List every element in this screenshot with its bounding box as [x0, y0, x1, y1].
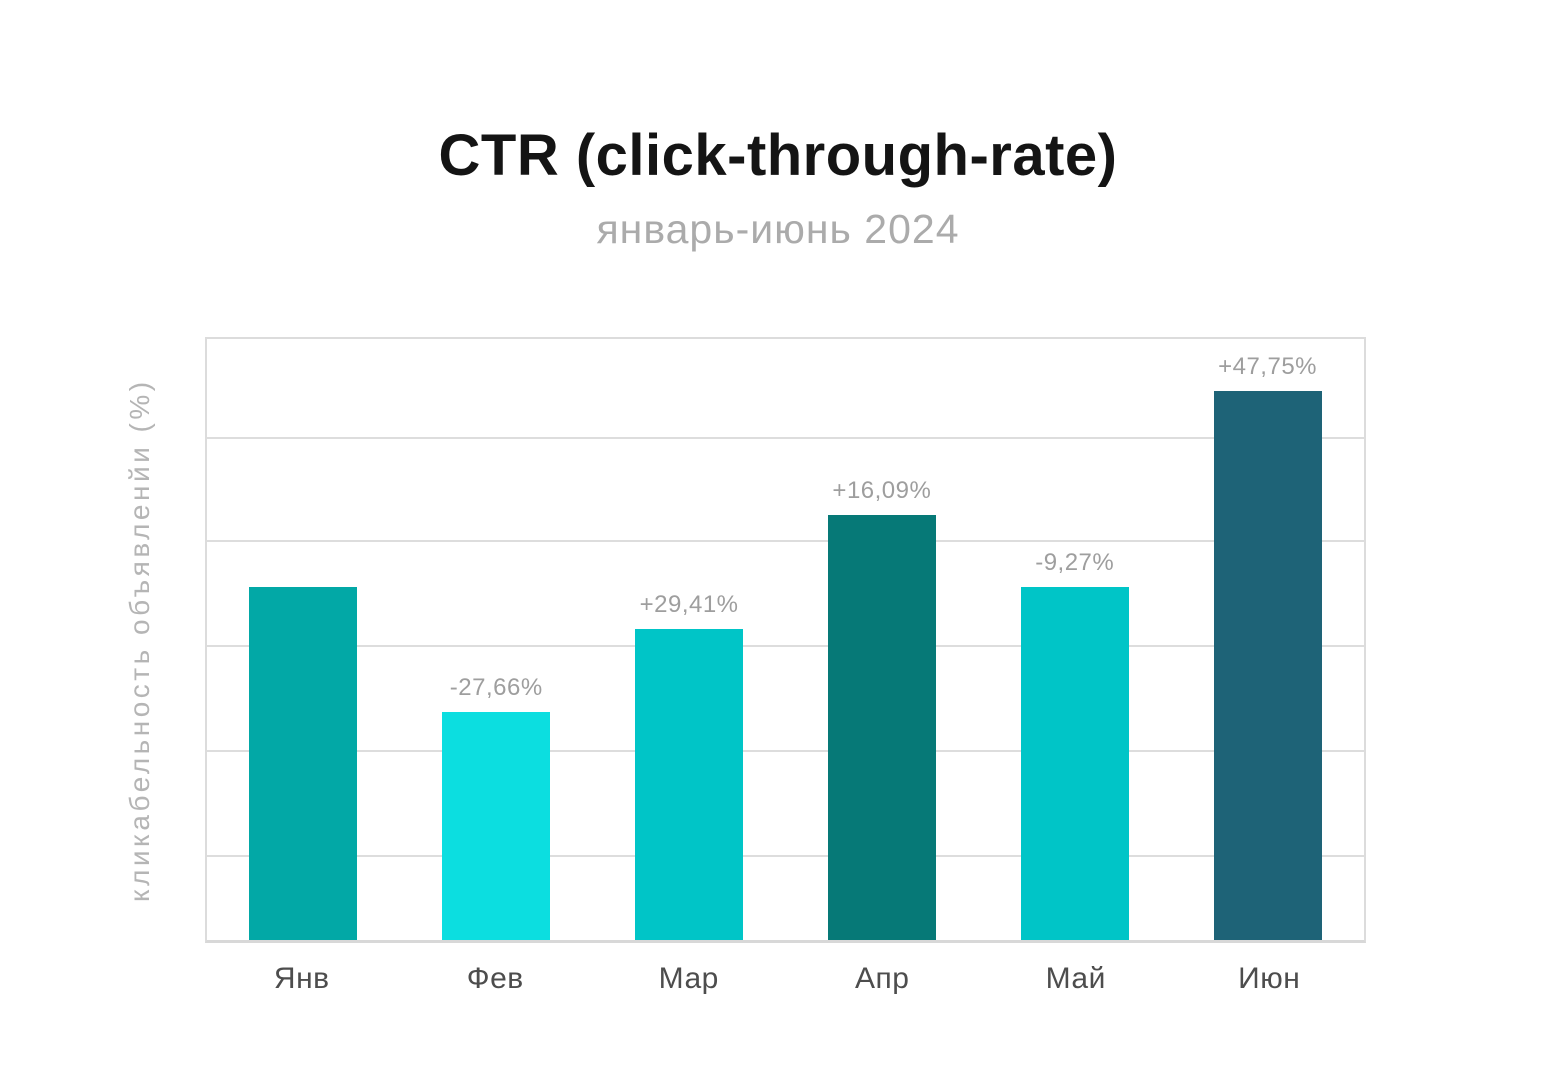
bar: -9,27%	[1020, 549, 1129, 940]
y-axis-label: кликабельность объявленйи (%)	[124, 378, 155, 902]
bar-slot: -27,66%	[400, 339, 593, 940]
bar: +47,75%	[1213, 353, 1322, 940]
bar-slot	[207, 339, 400, 940]
bar-slot: +47,75%	[1171, 339, 1364, 940]
x-tick-label: Фев	[466, 962, 524, 995]
gridline	[207, 855, 1364, 858]
bar: +29,41%	[635, 591, 744, 940]
bar-value-label: -9,27%	[1035, 549, 1115, 577]
bar: -27,66%	[442, 674, 551, 940]
bar-value-label: +29,41%	[639, 591, 739, 619]
gridline	[207, 436, 1364, 439]
bar-slot: +16,09%	[785, 339, 978, 940]
bar-slot: +29,41%	[593, 339, 786, 940]
gridline	[207, 539, 1364, 542]
bar-value-label: +16,09%	[832, 476, 932, 504]
bar	[249, 587, 358, 940]
bars-container: -27,66% +29,41% +16,09% -9,27% +47,75%	[207, 339, 1364, 940]
x-tick-label: Июн	[1238, 962, 1301, 995]
bar-slot: -9,27%	[978, 339, 1171, 940]
gridline	[207, 750, 1364, 753]
plot-area: -27,66% +29,41% +16,09% -9,27% +47,75%	[205, 337, 1366, 943]
x-tick-label: Мар	[658, 962, 719, 995]
bar-value-label: -27,66%	[449, 673, 543, 701]
chart-subtitle: январь-июнь 2024	[596, 206, 960, 252]
bar-value-label: +47,75%	[1218, 353, 1318, 381]
chart-title: CTR (click-through-rate)	[438, 123, 1118, 188]
bar: +16,09%	[827, 477, 936, 940]
x-axis-labels: Янв Фев Мар Апр Май Июн	[205, 962, 1366, 996]
x-tick-label: Янв	[273, 962, 330, 995]
gridline	[207, 644, 1364, 647]
x-tick-label: Апр	[855, 962, 910, 995]
x-tick-label: Май	[1045, 962, 1106, 995]
